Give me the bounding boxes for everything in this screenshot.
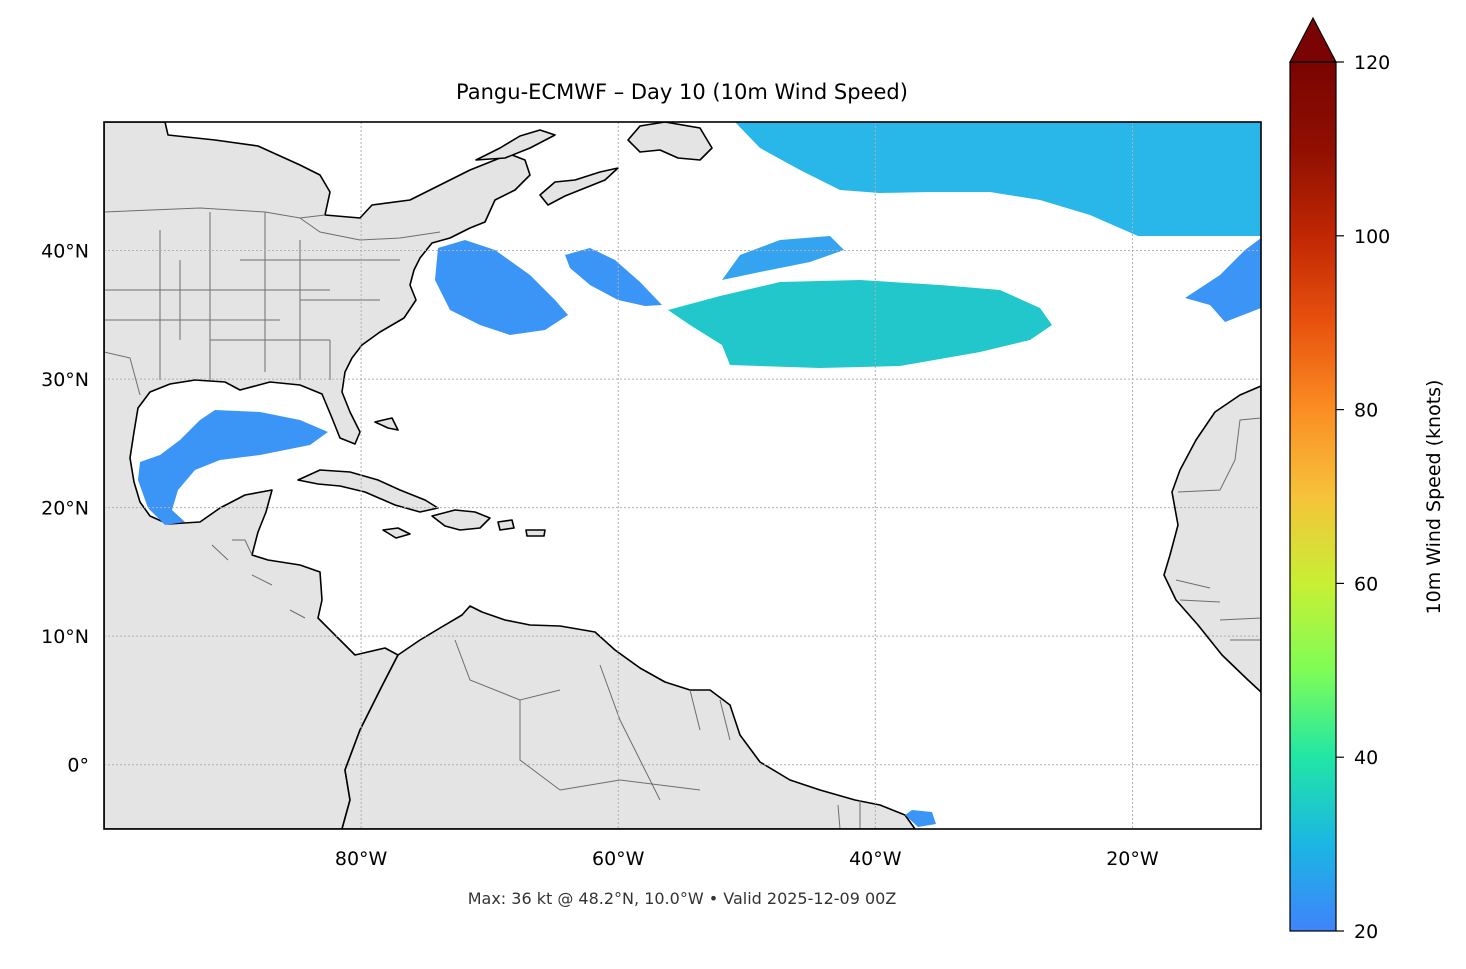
- hispaniola-island: [431, 509, 491, 531]
- colorbar-tick-label: 60: [1354, 573, 1378, 595]
- wind-area-eastern-atlantic: [1185, 238, 1261, 322]
- wind-area-off-us-east-coast: [435, 240, 568, 335]
- mexico-border: [104, 351, 253, 556]
- colorbar-tick-label: 100: [1354, 226, 1390, 248]
- lat-tick-label: 20°N: [41, 498, 89, 520]
- lon-tick-label: 80°W: [335, 848, 388, 870]
- puerto-rico-island: [497, 519, 515, 531]
- colorbar-extend-arrow: [1289, 16, 1337, 63]
- wind-area-mid-atlantic-north: [722, 236, 844, 280]
- colorbar-label: 10m Wind Speed (knots): [1423, 380, 1445, 615]
- colorbar-frame: [1289, 61, 1337, 932]
- south-america-borders: [454, 639, 861, 829]
- lat-tick-label: 0°: [67, 755, 89, 777]
- colorbar-tick-label: 40: [1354, 747, 1378, 769]
- lat-tick-label: 40°N: [41, 241, 89, 263]
- lat-tick-label: 10°N: [41, 626, 89, 648]
- lesser-antilles-island: [525, 529, 546, 537]
- wind-area-central-atlantic: [668, 280, 1052, 368]
- map-title: Pangu-ECMWF – Day 10 (10m Wind Speed): [456, 80, 908, 104]
- colorbar-gradient: [1290, 62, 1336, 931]
- map-frame: [103, 121, 1262, 830]
- africa-land: [1163, 385, 1261, 693]
- wind-area-gulf-of-mexico: [138, 410, 328, 525]
- bahamas-island: [374, 417, 399, 431]
- gridlines: [104, 122, 1261, 829]
- jamaica-island: [382, 527, 411, 539]
- south-america-land: [341, 605, 916, 829]
- wind-area-equatorial: [905, 810, 936, 827]
- map-panel: 40°N 30°N 20°N 10°N 0° 80°W 60°W 40°W 20°W: [41, 121, 1262, 870]
- africa-borders: [1175, 417, 1261, 641]
- longitude-tick-labels: 80°W 60°W 40°W 20°W: [335, 848, 1159, 870]
- newfoundland-island: [539, 167, 619, 206]
- latitude-tick-labels: 40°N 30°N 20°N 10°N 0°: [41, 241, 89, 777]
- central-america-borders: [211, 544, 306, 619]
- max-wind-footer: Max: 36 kt @ 48.2°N, 10.0°W • Valid 2025…: [468, 889, 897, 908]
- wind-area-northeast-atlantic: [735, 122, 1261, 236]
- wind-area-west-atlantic: [565, 248, 662, 306]
- lon-tick-label: 20°W: [1106, 848, 1159, 870]
- lon-tick-label: 40°W: [849, 848, 902, 870]
- colorbar-tick-label: 20: [1354, 921, 1378, 943]
- wind-speed-field: [138, 122, 1261, 827]
- colorbar-tick-label: 80: [1354, 400, 1378, 422]
- greenland-canada-island: [627, 122, 713, 161]
- lat-tick-label: 30°N: [41, 369, 89, 391]
- colorbar: 20 40 60 80 100 120 10m Wind Speed (knots): [1289, 16, 1445, 943]
- political-borders: [104, 207, 1261, 829]
- colorbar-tick-label: 120: [1354, 52, 1390, 74]
- us-state-borders: [104, 212, 400, 380]
- labrador-island: [475, 129, 556, 161]
- lon-tick-label: 60°W: [592, 848, 645, 870]
- colorbar-ticks: 20 40 60 80 100 120: [1336, 52, 1390, 943]
